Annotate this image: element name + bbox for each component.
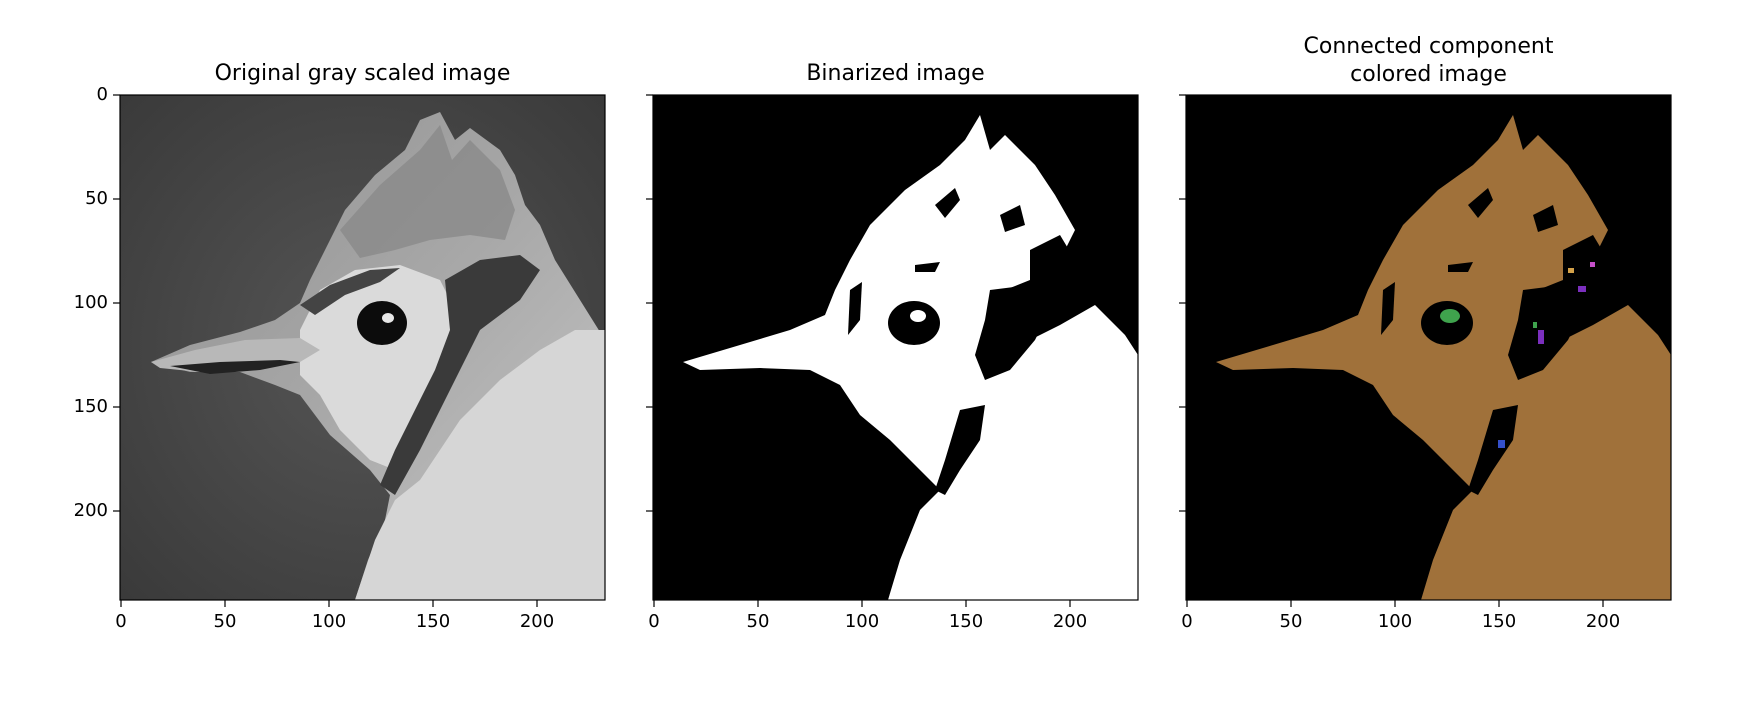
tick-marks — [113, 94, 1604, 607]
x-tick-label: 150 — [948, 611, 984, 632]
x-tick-label: 0 — [115, 611, 127, 632]
panel-2-title: Binarized image — [806, 61, 985, 86]
y-tick-label: 0 — [96, 84, 108, 105]
panel-2-image — [653, 95, 1138, 600]
y-tick-label: 50 — [85, 188, 108, 209]
x-tick-label: 0 — [1181, 611, 1193, 632]
panel-3-title: Connected component colored image — [1303, 34, 1554, 87]
x-tick-label: 50 — [1279, 611, 1303, 632]
x-tick-label: 150 — [1481, 611, 1517, 632]
x-tick-label: 150 — [415, 611, 451, 632]
x-tick-label: 100 — [1377, 611, 1413, 632]
x-tick-label: 200 — [1585, 611, 1621, 632]
panel-3-image — [1186, 95, 1671, 600]
panel-2-frame — [652, 94, 1139, 601]
x-tick-label: 100 — [844, 611, 880, 632]
x-tick-label: 100 — [311, 611, 347, 632]
x-tick-label: 200 — [1052, 611, 1088, 632]
y-tick-label: 200 — [73, 500, 108, 521]
x-tick-label: 0 — [648, 611, 660, 632]
panel-1-frame — [119, 94, 606, 601]
panel-1-title: Original gray scaled image — [214, 61, 511, 86]
panel-3-frame — [1185, 94, 1672, 601]
x-tick-label: 50 — [746, 611, 770, 632]
panel-1-image — [120, 95, 605, 600]
y-tick-label: 100 — [73, 292, 108, 313]
x-tick-label: 50 — [213, 611, 237, 632]
y-tick-label: 150 — [73, 396, 108, 417]
x-tick-label: 200 — [519, 611, 555, 632]
